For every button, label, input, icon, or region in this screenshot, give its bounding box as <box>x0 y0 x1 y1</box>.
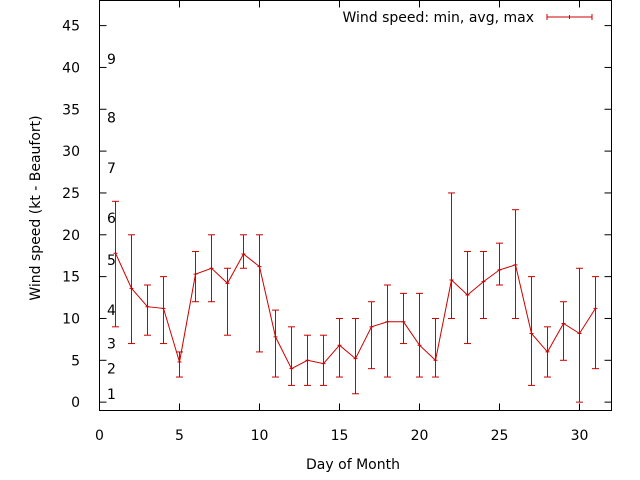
avg-point <box>593 306 598 311</box>
x-axis-label: Day of Month <box>306 457 400 473</box>
avg-point <box>577 331 582 336</box>
avg-point <box>273 334 278 339</box>
avg-point <box>225 281 230 286</box>
avg-point <box>321 361 326 366</box>
avg-point <box>161 306 166 311</box>
error-bar <box>480 251 487 319</box>
avg-point <box>289 366 294 371</box>
error-bar <box>496 242 503 286</box>
avg-point <box>433 358 438 363</box>
error-bar <box>384 284 391 378</box>
avg-point <box>417 343 422 348</box>
error-bar <box>272 309 279 378</box>
avg-point <box>353 356 358 361</box>
avg-point <box>241 252 246 257</box>
beaufort-label: 2 <box>107 362 116 378</box>
error-bar <box>528 276 535 386</box>
legend-sample <box>546 14 593 20</box>
avg-point <box>177 359 182 364</box>
y-tick-label: 35 <box>62 102 80 118</box>
x-tick-label: 15 <box>331 428 349 444</box>
legend: Wind speed: min, avg, max <box>342 10 593 26</box>
error-bar <box>448 192 455 319</box>
x-axis: 0 5 10 15 20 25 30 <box>95 0 589 444</box>
avg-point <box>561 321 566 326</box>
avg-point <box>113 251 118 256</box>
y-tick-label: 10 <box>62 311 80 327</box>
plot-frame <box>99 0 612 411</box>
error-bar <box>176 351 183 378</box>
avg-point <box>385 319 390 324</box>
avg-point <box>449 277 454 282</box>
error-bar <box>288 326 295 386</box>
series-layer <box>112 192 599 403</box>
y-tick-label: 40 <box>62 60 80 76</box>
beaufort-label: 6 <box>107 211 116 227</box>
avg-point <box>129 286 134 291</box>
error-bar <box>144 284 151 336</box>
error-bar <box>320 334 327 386</box>
error-bar <box>112 200 119 328</box>
x-tick-label: 10 <box>251 428 269 444</box>
avg-point <box>545 349 550 354</box>
error-bar <box>352 317 359 395</box>
x-tick-label: 20 <box>411 428 429 444</box>
y-tick-label: 0 <box>71 395 80 411</box>
y-tick-label: 15 <box>62 270 80 286</box>
beaufort-label: 3 <box>107 337 116 353</box>
beaufort-label: 7 <box>107 161 116 177</box>
beaufort-label: 5 <box>107 253 116 269</box>
avg-point <box>529 331 534 336</box>
error-bar <box>464 251 471 345</box>
error-bar <box>336 317 343 378</box>
avg-point <box>513 262 518 267</box>
error-bar <box>368 301 375 370</box>
x-tick-label: 0 <box>95 428 104 444</box>
y-tick-label: 30 <box>62 144 80 160</box>
avg-point <box>481 279 486 284</box>
error-bar <box>400 292 407 345</box>
x-tick-label: 5 <box>175 428 184 444</box>
beaufort-scale: 1 2 3 4 5 6 7 8 9 <box>107 52 116 403</box>
error-bar <box>432 317 439 378</box>
avg-point <box>209 266 214 271</box>
beaufort-label: 4 <box>107 303 116 319</box>
avg-point <box>401 319 406 324</box>
beaufort-label: 8 <box>107 111 116 127</box>
y-tick-label: 20 <box>62 228 80 244</box>
avg-point <box>497 267 502 272</box>
error-bar <box>240 234 247 269</box>
legend-label: Wind speed: min, avg, max <box>342 10 534 26</box>
avg-point <box>257 264 262 269</box>
x-tick-label: 25 <box>491 428 509 444</box>
error-bar <box>592 276 599 370</box>
x-tick-label: 30 <box>571 428 589 444</box>
y-tick-label: 5 <box>71 353 80 369</box>
avg-point <box>193 272 198 277</box>
error-bar <box>416 292 423 378</box>
avg-point <box>337 343 342 348</box>
avg-point <box>145 304 150 309</box>
avg-point <box>305 358 310 363</box>
beaufort-label: 9 <box>107 52 116 68</box>
beaufort-label: 1 <box>107 387 116 403</box>
error-bar <box>224 267 231 336</box>
y-tick-label: 45 <box>62 19 80 35</box>
error-bar <box>560 301 567 361</box>
y-axis-label: Wind speed (kt - Beaufort) <box>28 115 44 300</box>
avg-point <box>465 293 470 298</box>
error-bar <box>256 234 263 353</box>
y-tick-label: 25 <box>62 186 80 202</box>
avg-point <box>369 324 374 329</box>
